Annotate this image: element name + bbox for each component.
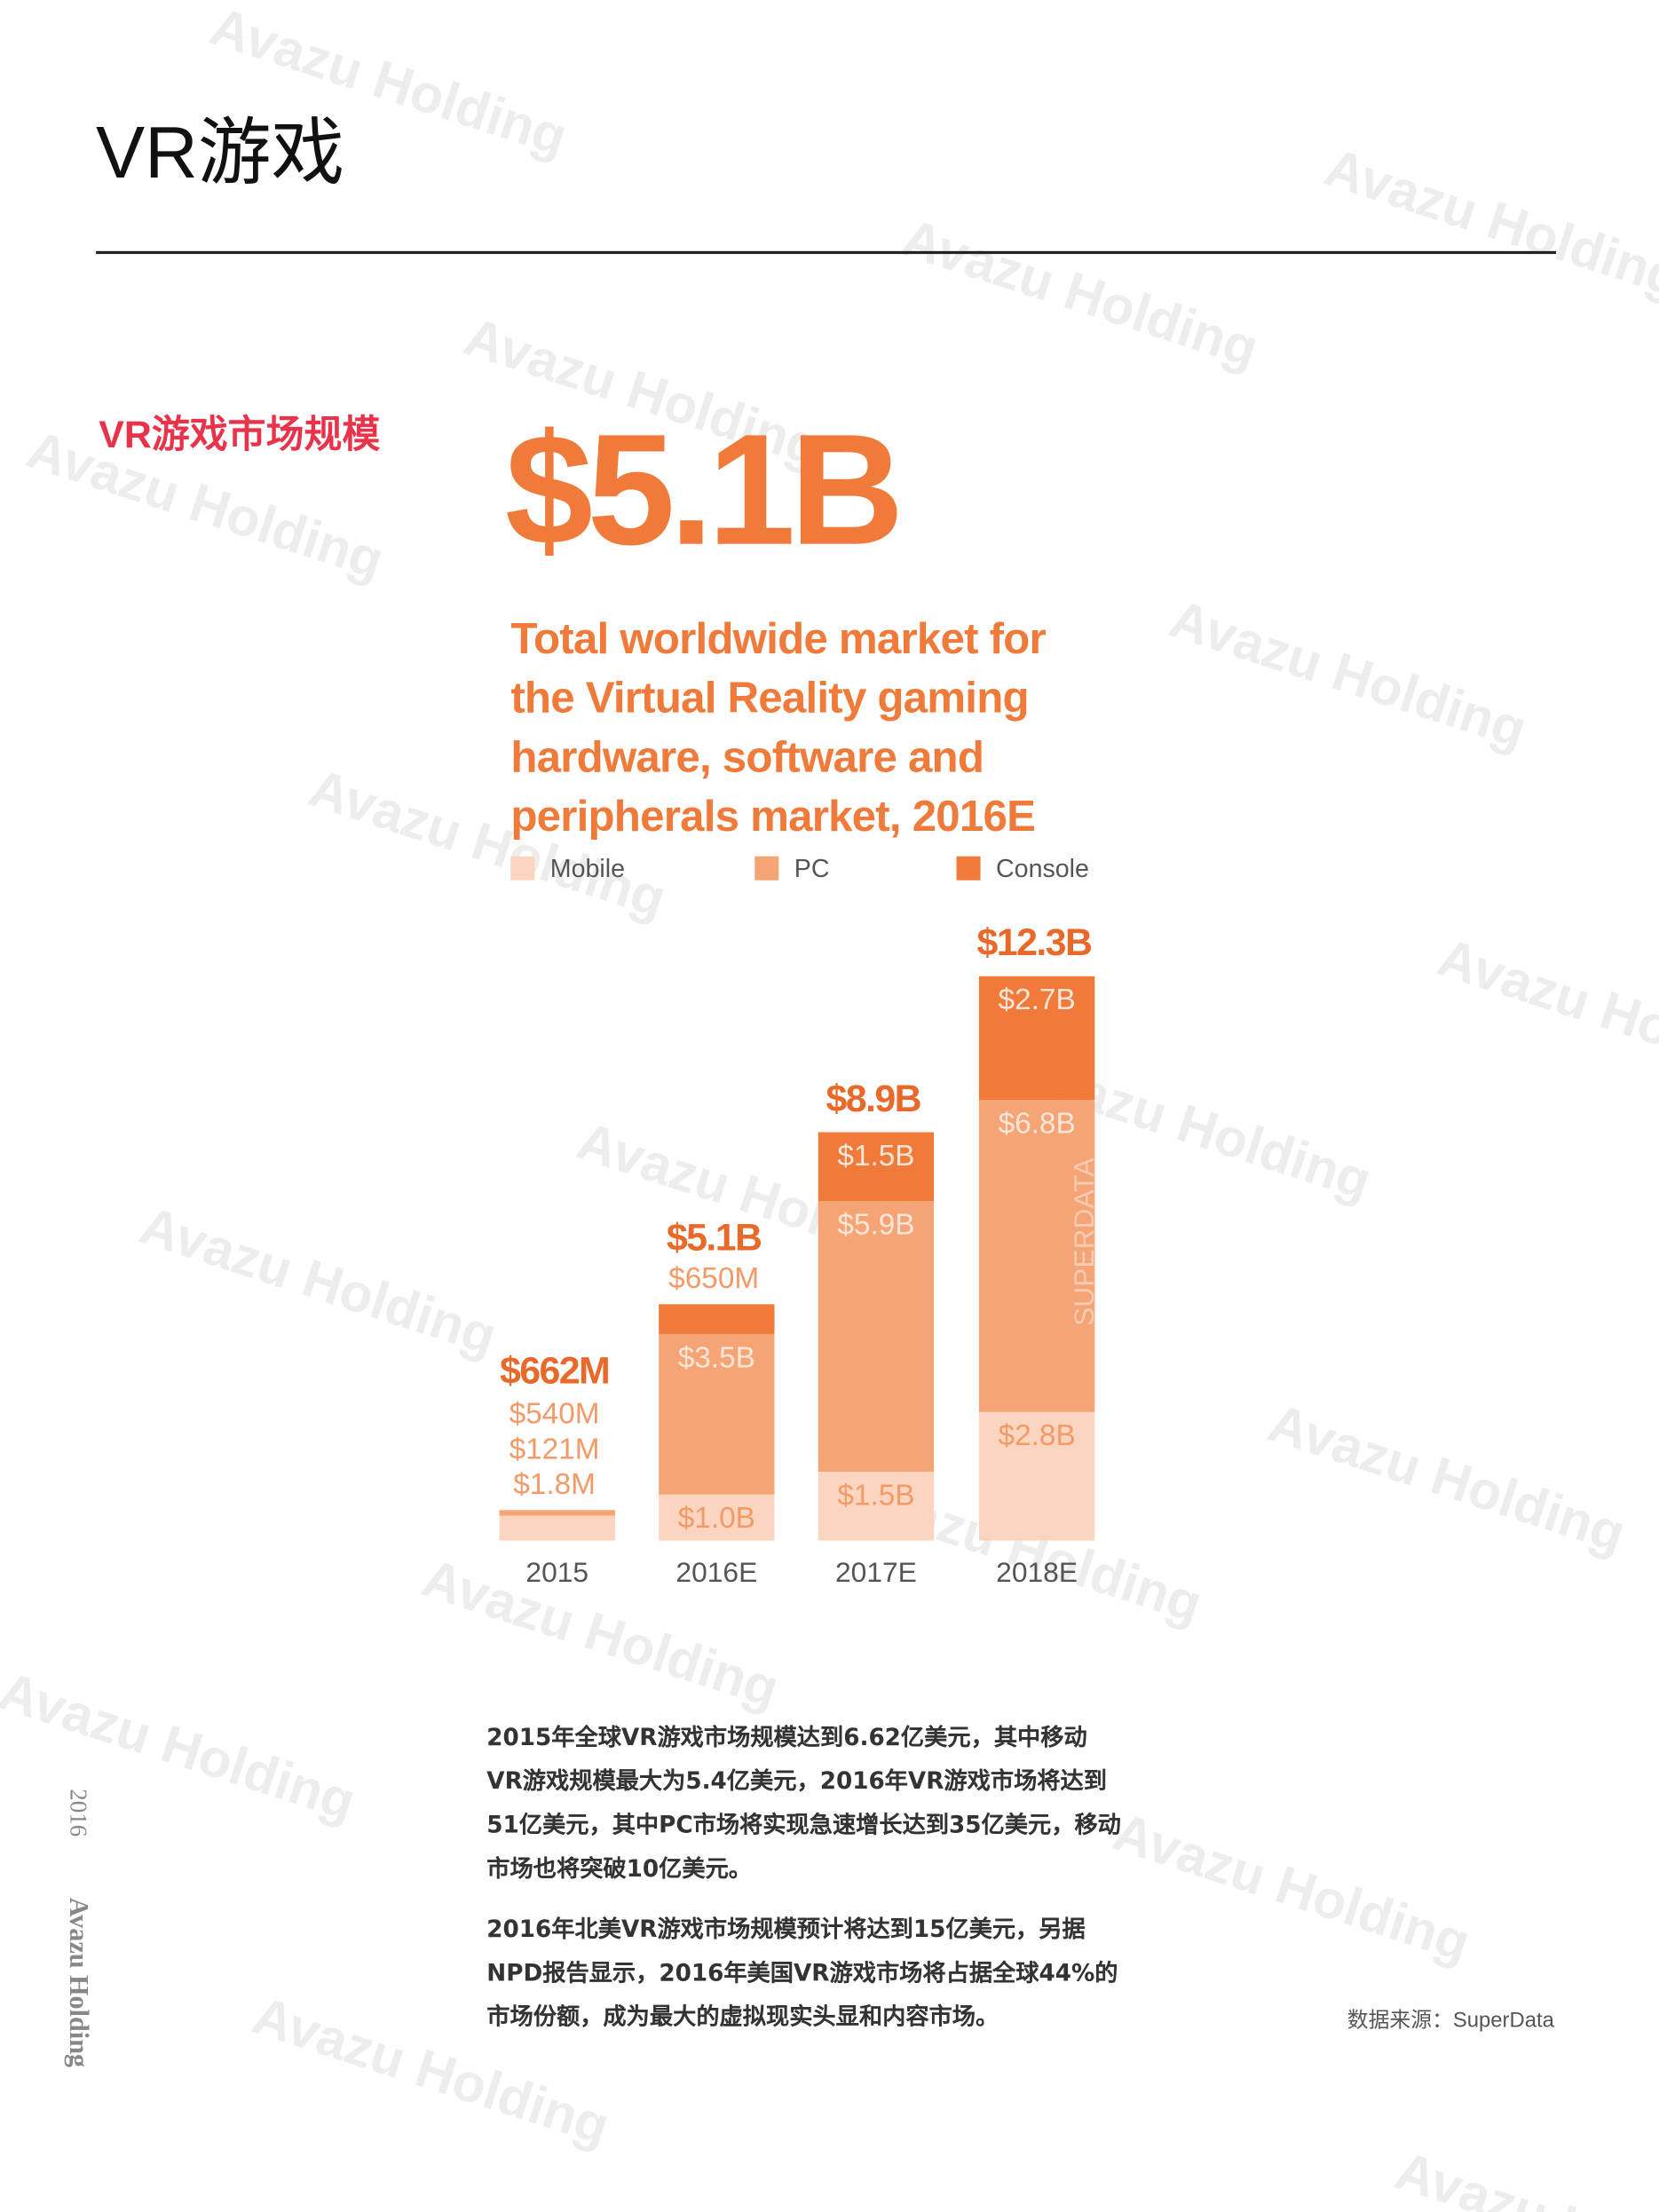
side-brand: Avazu Holding bbox=[64, 1898, 94, 2068]
watermark: Avazu Holding bbox=[1107, 1801, 1478, 1973]
chart-headline: $5.1B bbox=[505, 401, 898, 578]
bar-segment bbox=[818, 1201, 935, 1472]
source-note: 数据来源：SuperData bbox=[1347, 2009, 1555, 2033]
side-year: 2016 bbox=[66, 1789, 92, 1837]
bar-segment bbox=[659, 1304, 775, 1334]
chart-subtitle: Total worldwide market for the Virtual R… bbox=[510, 613, 1046, 841]
watermark: Avazu Holding bbox=[1261, 1392, 1632, 1564]
segment-label: $540M bbox=[510, 1398, 600, 1431]
page-title: VR游戏 bbox=[96, 111, 344, 194]
segment-label: $3.5B bbox=[678, 1341, 755, 1374]
legend-label: Console bbox=[996, 855, 1089, 883]
watermark: Avazu Holding bbox=[1318, 137, 1659, 309]
source-mark: SUPERDATA bbox=[1068, 1157, 1100, 1326]
bar-segment bbox=[659, 1333, 775, 1495]
chart: Mobile PC Console $1.8M$121M$540M $662M 2015 $… bbox=[499, 855, 1100, 1588]
total-label: $12.3B bbox=[977, 921, 1092, 964]
segment-label: $1.5B bbox=[837, 1140, 914, 1173]
paragraph: 2015年全球VR游戏市场规模达到6.62亿美元，其中移动VR游戏规模最大为5.… bbox=[486, 1724, 1121, 1883]
watermark: Avazu Holding bbox=[1431, 927, 1659, 1099]
legend-swatch bbox=[510, 856, 535, 881]
legend-label: Mobile bbox=[550, 855, 625, 883]
x-tick-label: 2017E bbox=[835, 1556, 917, 1588]
segment-label: $6.8B bbox=[999, 1108, 1076, 1141]
segment-label: $2.8B bbox=[999, 1419, 1076, 1452]
paragraph: 2016年北美VR游戏市场规模预计将达到15亿美元，另据NPD报告显示，2016… bbox=[486, 1916, 1118, 2030]
segment-label: $5.9B bbox=[837, 1208, 914, 1241]
segment-label: $1.8M bbox=[513, 1468, 596, 1501]
watermark: Avazu Holding bbox=[0, 1660, 363, 1832]
x-tick-label: 2016E bbox=[675, 1556, 757, 1588]
x-tick-label: 2015 bbox=[525, 1556, 589, 1588]
bar-segment bbox=[659, 1494, 775, 1541]
body-text: 2015年全球VR游戏市场规模达到6.62亿美元，其中移动VR游戏规模最大为5.… bbox=[486, 1716, 1121, 2039]
bar-segment bbox=[978, 1100, 1095, 1412]
segment-label: $121M bbox=[510, 1433, 600, 1465]
bar-segment bbox=[499, 1515, 615, 1541]
legend-swatch bbox=[754, 856, 779, 881]
watermark: Avazu Holding bbox=[1388, 2139, 1659, 2212]
text-box: 2015年全球VR游戏市场规模达到6.62亿美元，其中移动VR游戏规模最大为5.… bbox=[486, 1716, 1121, 2039]
section-title: VR游戏市场规模 bbox=[99, 414, 380, 456]
watermark: Avazu Holding bbox=[1163, 588, 1534, 760]
bar-segment bbox=[978, 976, 1095, 1101]
total-label: $8.9B bbox=[826, 1078, 920, 1120]
bar-segment bbox=[818, 1132, 935, 1202]
segment-label: $1.5B bbox=[837, 1479, 914, 1512]
bar-segment bbox=[978, 1411, 1095, 1541]
bar-segment bbox=[499, 1510, 615, 1516]
segment-label: $650M bbox=[668, 1262, 759, 1295]
segment-label: $1.0B bbox=[678, 1502, 755, 1535]
x-tick-label: 2018E bbox=[996, 1556, 1078, 1588]
segment-label: $2.7B bbox=[999, 984, 1076, 1016]
subtitle-box: Total worldwide market for the Virtual R… bbox=[510, 613, 1046, 841]
total-label: $662M bbox=[500, 1349, 609, 1392]
total-label: $5.1B bbox=[667, 1217, 762, 1260]
legend-swatch bbox=[956, 856, 981, 881]
bar-segment bbox=[818, 1471, 935, 1541]
watermark: Avazu Holding bbox=[133, 1195, 504, 1367]
legend-label: PC bbox=[794, 855, 830, 883]
watermark: Avazu Holding bbox=[895, 207, 1266, 379]
